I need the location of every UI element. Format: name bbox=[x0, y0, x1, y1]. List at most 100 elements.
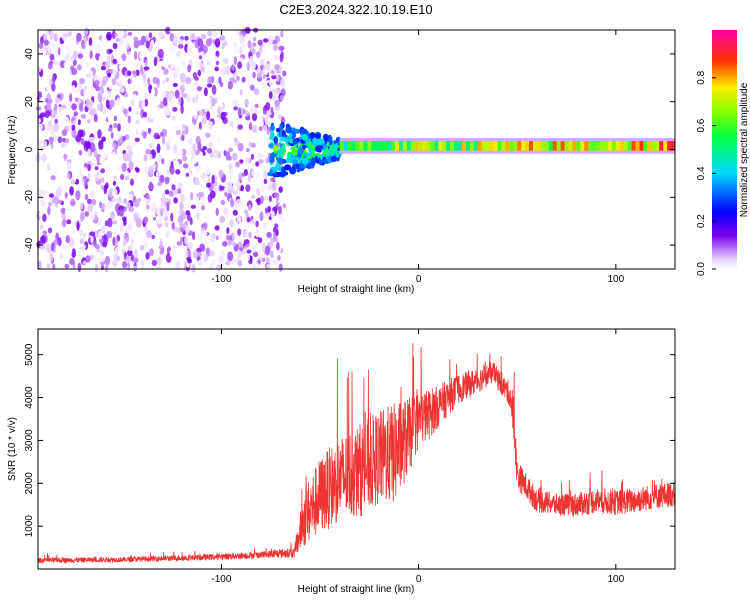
spectrogram-noise-cell bbox=[217, 136, 221, 144]
spectrogram-noise-cell bbox=[182, 155, 188, 162]
spectrogram-noise-cell bbox=[233, 229, 238, 238]
spectrogram-noise-cell bbox=[88, 37, 93, 46]
spectrogram-noise-cell bbox=[161, 61, 167, 68]
spectrogram-line-cell bbox=[580, 141, 585, 151]
y-tick-label: 3000 bbox=[24, 429, 35, 452]
spectrogram-noise-cell bbox=[257, 114, 263, 124]
spectrogram-noise-cell bbox=[231, 259, 236, 265]
spectrogram-line-cell bbox=[375, 141, 380, 151]
spectrogram-noise-cell bbox=[237, 228, 242, 236]
spectrogram-noise-cell bbox=[127, 70, 132, 76]
spectrogram-noise-cell bbox=[206, 148, 213, 154]
spectrogram-noise-cell bbox=[101, 96, 108, 102]
spectrogram-noise-cell bbox=[215, 235, 219, 241]
spectrogram-noise-cell bbox=[233, 106, 238, 111]
spectrogram-noise-cell bbox=[161, 158, 165, 165]
spectrogram-noise-cell bbox=[75, 134, 82, 143]
spectrogram-noise-cell bbox=[169, 63, 175, 70]
spectrogram-noise-cell bbox=[155, 265, 162, 271]
spectrogram-noise-cell bbox=[218, 169, 224, 179]
spectrogram-noise-cell bbox=[246, 147, 250, 153]
spectrogram-line-cell bbox=[458, 141, 463, 151]
spectrogram-noise-cell bbox=[197, 259, 203, 267]
spectrogram-noise-cell bbox=[171, 184, 176, 191]
spectrogram-noise-cell bbox=[274, 55, 279, 60]
spectrogram-noise-cell bbox=[57, 136, 63, 144]
spectrogram-noise-cell bbox=[50, 43, 56, 48]
spectrogram-noise-cell bbox=[224, 57, 229, 65]
spectrogram-noise-cell bbox=[246, 249, 252, 254]
spectrogram-noise-cell bbox=[148, 181, 153, 191]
spectrogram-noise-cell bbox=[157, 256, 162, 266]
spectrogram-noise-cell bbox=[179, 221, 184, 228]
spectrogram-noise-cell bbox=[38, 42, 44, 49]
spectrogram-noise-cell bbox=[85, 98, 90, 108]
spectrogram-noise-cell bbox=[164, 176, 170, 185]
spectrogram-line-cell bbox=[639, 141, 644, 151]
spectrogram-noise-cell bbox=[106, 31, 112, 41]
spectrogram-noise-cell bbox=[55, 97, 60, 104]
spectrogram-noise-cell bbox=[123, 170, 129, 176]
spectrogram-noise-cell bbox=[173, 197, 178, 204]
spectrogram-noise-cell bbox=[89, 109, 96, 116]
spectrogram-noise-cell bbox=[156, 170, 161, 177]
spectrogram-line-cell bbox=[422, 141, 427, 151]
spectrogram-noise-cell bbox=[219, 35, 226, 41]
spectrogram-noise-cell bbox=[175, 261, 181, 271]
spectrogram-line-cell bbox=[611, 141, 617, 151]
spectrogram-noise-cell bbox=[142, 197, 148, 203]
spectrogram-noise-cell bbox=[278, 263, 283, 272]
spectrogram-noise-cell bbox=[202, 222, 208, 230]
spectrogram-noise-cell bbox=[71, 67, 78, 76]
spectrogram-line-cell bbox=[462, 141, 467, 151]
spectrogram-noise-cell bbox=[118, 155, 122, 160]
spectrogram-noise-cell bbox=[88, 136, 95, 143]
spectrogram-noise-cell bbox=[101, 177, 105, 183]
spectrogram-noise-cell bbox=[219, 230, 224, 239]
spectrogram-noise-cell bbox=[233, 45, 240, 55]
spectrogram-noise-cell bbox=[255, 97, 260, 104]
spectrogram-noise-cell bbox=[217, 106, 222, 115]
y-tick-label: 2000 bbox=[24, 472, 35, 495]
spectrogram-noise-cell bbox=[143, 239, 148, 250]
spectrogram-noise-cell bbox=[224, 170, 230, 176]
spectrogram-noise-cell bbox=[106, 230, 113, 239]
spectrogram-noise-cell bbox=[96, 153, 100, 163]
spectrogram-noise-cell bbox=[230, 197, 234, 208]
spectrogram-noise-cell bbox=[90, 236, 94, 244]
spectrogram-noise-cell bbox=[118, 27, 125, 38]
spectrogram-noise-cell bbox=[79, 77, 86, 85]
spectrogram-noise-cell bbox=[151, 259, 158, 267]
spectrogram-noise-cell bbox=[108, 80, 113, 90]
spectrogram-noise-cell bbox=[176, 50, 182, 58]
spectrogram-noise-cell bbox=[268, 78, 274, 87]
y-tick-label: -40 bbox=[24, 237, 35, 252]
spectrogram-noise-cell bbox=[52, 263, 56, 269]
spectrogram-noise-cell bbox=[236, 76, 240, 81]
spectrogram-line-cell bbox=[544, 141, 550, 151]
spectrogram-noise-cell bbox=[133, 175, 139, 184]
spectrogram-noise-cell bbox=[189, 217, 193, 226]
spectrogram-noise-cell bbox=[64, 44, 71, 53]
spectrogram-onset-cell bbox=[335, 136, 341, 145]
spectrogram-noise-cell bbox=[246, 61, 251, 71]
spectrogram-noise-cell bbox=[67, 101, 73, 110]
x-tick-label: 0 bbox=[416, 574, 422, 585]
spectrogram-noise-cell bbox=[180, 134, 185, 142]
spectrogram-noise-cell bbox=[265, 157, 270, 164]
spectrogram-noise-cell bbox=[222, 241, 228, 247]
spectrogram-noise-cell bbox=[201, 34, 207, 40]
spectrogram-noise-cell bbox=[245, 184, 251, 192]
spectrogram-noise-cell bbox=[155, 152, 160, 162]
spectrogram-noise-cell bbox=[89, 231, 96, 236]
spectrogram-noise-cell bbox=[210, 237, 215, 243]
spectrogram-noise-cell bbox=[185, 144, 191, 151]
spectrogram-noise-cell bbox=[161, 91, 167, 96]
spectrogram-line-cell bbox=[600, 141, 605, 151]
spectrogram-noise-cell bbox=[206, 182, 211, 188]
snr-series-line bbox=[38, 343, 675, 565]
spectrogram-line-cell bbox=[663, 141, 668, 151]
spectrogram-noise-cell bbox=[192, 143, 197, 152]
spectrogram-line-cell bbox=[489, 141, 494, 151]
spectrogram-noise-cell bbox=[261, 45, 268, 55]
